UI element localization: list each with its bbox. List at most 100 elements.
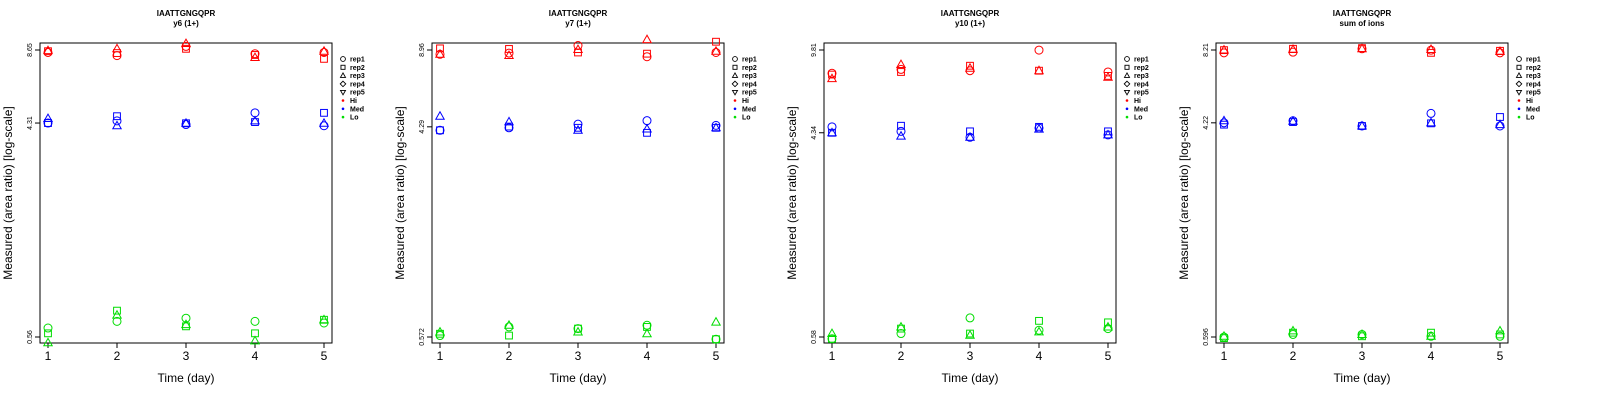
- data-point: [113, 112, 121, 121]
- data-point: [182, 44, 190, 53]
- legend-label: rep2: [1134, 65, 1149, 72]
- data-point: [111, 120, 123, 130]
- legend-dot: [341, 107, 345, 111]
- x-tick-label: 4: [252, 349, 259, 363]
- legend-label: Med: [350, 106, 364, 113]
- data-point: [1103, 67, 1113, 77]
- legend-label: Lo: [1134, 115, 1143, 122]
- y-tick-label: 4.22: [1203, 116, 1210, 130]
- data-point: [964, 62, 976, 72]
- data-point: [434, 326, 446, 336]
- data-point: [111, 309, 123, 319]
- data-point: [112, 316, 122, 326]
- data-point: [1495, 331, 1505, 341]
- x-tick-label: 2: [898, 349, 905, 363]
- data-point: [895, 59, 907, 69]
- legend-label: rep5: [1134, 90, 1149, 97]
- panel-subtitle: y7 (1+): [565, 19, 591, 28]
- data-point: [1034, 325, 1044, 335]
- panel-subtitle: y10 (1+): [955, 19, 985, 28]
- data-point: [1425, 330, 1437, 340]
- data-point: [435, 331, 445, 341]
- legend-label: rep4: [350, 81, 365, 88]
- data-point: [180, 38, 192, 48]
- x-tick-label: 3: [1359, 349, 1366, 363]
- data-point: [574, 324, 582, 333]
- data-point: [712, 335, 720, 344]
- x-tick-label: 5: [321, 349, 328, 363]
- x-axis-label: Time (day): [942, 371, 999, 385]
- data-point: [42, 337, 54, 347]
- panel-title: IAATTGNGQPR: [157, 9, 216, 18]
- data-point: [249, 52, 261, 62]
- data-point: [1425, 44, 1437, 53]
- legend-dot: [1517, 115, 1521, 119]
- data-point: [711, 334, 721, 344]
- legend-marker: [1516, 64, 1522, 70]
- legend-dot: [1125, 115, 1129, 119]
- data-point: [642, 116, 652, 126]
- legend-label: rep1: [742, 57, 757, 64]
- legend-marker: [1516, 56, 1522, 62]
- data-point: [44, 329, 52, 338]
- data-point: [964, 329, 976, 339]
- x-tick-label: 5: [1497, 349, 1504, 363]
- data-point: [572, 44, 584, 54]
- data-point: [643, 49, 651, 58]
- y-tick-label: 0.572: [419, 328, 426, 346]
- legend-label: rep2: [350, 65, 365, 72]
- data-point: [896, 329, 906, 339]
- y-axis-label: Measured (area ratio) [log-scale]: [1, 106, 15, 279]
- data-point: [826, 73, 838, 83]
- panel-title: IAATTGNGQPR: [941, 9, 1000, 18]
- data-point: [1494, 119, 1506, 129]
- y-tick-label: 8.65: [27, 43, 34, 57]
- panel-subtitle: sum of ions: [1340, 19, 1385, 28]
- legend-dot: [1125, 107, 1129, 111]
- x-tick-label: 3: [575, 349, 582, 363]
- data-point: [643, 128, 651, 137]
- data-point: [1288, 329, 1298, 339]
- plot-frame: [823, 42, 1117, 344]
- data-point: [1219, 118, 1229, 128]
- plot-frame: [39, 42, 333, 344]
- data-point: [318, 117, 330, 127]
- data-point: [1495, 48, 1505, 58]
- data-point: [43, 47, 53, 57]
- legend-label: rep1: [1526, 57, 1541, 64]
- legend-marker: [1515, 72, 1523, 78]
- x-tick-label: 2: [1290, 349, 1297, 363]
- data-point: [503, 319, 515, 329]
- y-tick-label: 8.96: [419, 43, 426, 57]
- data-point: [1033, 65, 1045, 75]
- data-point: [1035, 122, 1043, 131]
- data-point: [1218, 115, 1230, 125]
- data-point: [827, 334, 837, 344]
- data-point: [897, 121, 905, 130]
- data-point: [249, 335, 261, 345]
- data-point: [1496, 330, 1504, 339]
- x-axis-label: Time (day): [550, 371, 607, 385]
- data-point: [250, 316, 260, 326]
- legend-marker: [1515, 89, 1523, 96]
- data-point: [710, 316, 722, 326]
- legend-label: Lo: [350, 115, 359, 122]
- legend-label: Lo: [1526, 115, 1535, 122]
- data-point: [1102, 71, 1114, 81]
- legend-marker: [1124, 64, 1130, 70]
- data-point: [710, 122, 722, 132]
- data-point: [711, 47, 721, 57]
- legend-dot: [733, 115, 737, 119]
- legend-label: Hi: [350, 98, 357, 105]
- legend-label: Med: [1526, 106, 1540, 113]
- legend-label: rep1: [350, 57, 365, 64]
- data-point: [43, 118, 53, 128]
- legend-label: rep2: [742, 65, 757, 72]
- y-tick-label: 0.596: [1203, 328, 1210, 346]
- data-point: [641, 123, 653, 133]
- data-point: [966, 127, 974, 136]
- data-point: [1426, 108, 1436, 118]
- data-point: [828, 334, 836, 343]
